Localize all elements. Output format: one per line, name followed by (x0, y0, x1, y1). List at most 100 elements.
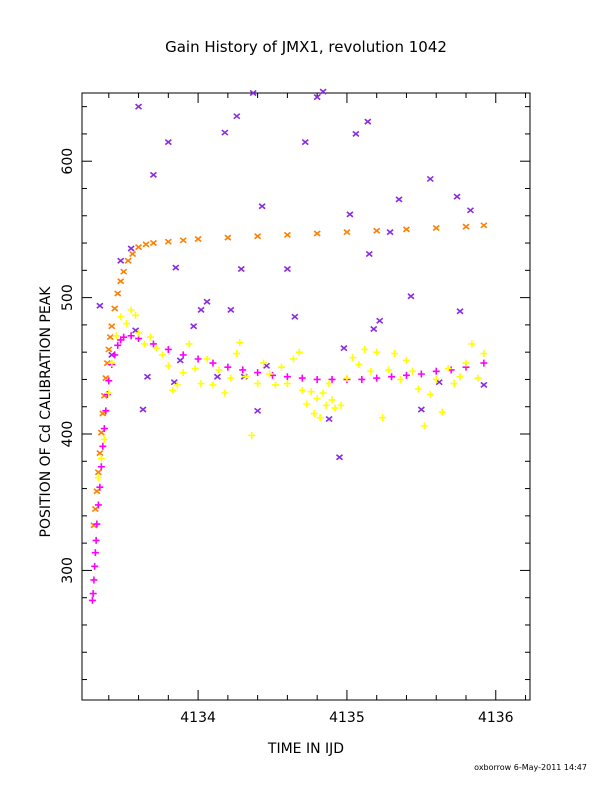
data-point (146, 333, 154, 341)
y-tick-label: 300 (60, 557, 76, 584)
data-point (328, 375, 336, 383)
data-point (227, 306, 235, 313)
data-point (249, 89, 257, 97)
data-point (100, 435, 108, 443)
data-point (365, 250, 373, 258)
data-point (307, 388, 315, 396)
data-point (346, 211, 354, 218)
data-point (322, 401, 330, 409)
data-point (462, 223, 470, 230)
data-point (169, 386, 177, 394)
data-point (93, 520, 101, 528)
data-point (385, 366, 393, 374)
data-point (197, 380, 205, 388)
data-point (263, 362, 271, 369)
data-point (224, 363, 232, 371)
data-point (143, 373, 152, 380)
data-point (474, 374, 482, 382)
series-2 (88, 332, 488, 604)
data-point (283, 265, 291, 273)
data-point (379, 414, 387, 422)
data-point (91, 562, 99, 570)
data-point (102, 407, 110, 415)
data-point (303, 400, 311, 408)
data-point (141, 340, 149, 348)
data-point (319, 88, 327, 95)
data-point (224, 234, 232, 241)
data-point (370, 325, 378, 333)
data-point (197, 306, 205, 313)
data-point (176, 357, 184, 364)
data-point (106, 334, 114, 341)
x-axis-label: TIME IN IJD (267, 741, 344, 757)
data-point (164, 362, 172, 370)
plot-frame (81, 92, 531, 701)
data-point (402, 371, 410, 379)
data-point (316, 414, 324, 422)
data-point (103, 390, 111, 398)
data-point (237, 265, 245, 273)
data-point (91, 505, 99, 513)
data-point (179, 351, 187, 359)
data-point (450, 380, 458, 388)
data-point (373, 348, 381, 356)
data-point (135, 244, 143, 251)
data-point (164, 138, 172, 146)
data-point (291, 313, 299, 320)
data-point (221, 129, 229, 136)
data-point (254, 233, 262, 240)
data-point (127, 245, 135, 252)
data-point (364, 118, 372, 125)
x-tick-label: 4135 (329, 710, 365, 726)
data-point (124, 257, 132, 264)
data-point (97, 463, 105, 471)
data-point (105, 389, 113, 397)
data-point (105, 346, 113, 353)
data-point (277, 363, 285, 371)
data-point (343, 229, 351, 236)
data-point (397, 375, 405, 383)
data-point (97, 429, 105, 436)
data-point (468, 340, 476, 348)
series-3 (94, 306, 488, 482)
data-point (236, 339, 244, 347)
data-point (376, 317, 384, 324)
data-point (462, 359, 470, 367)
data-point (108, 359, 116, 367)
data-point (331, 404, 339, 412)
data-point (402, 356, 410, 364)
data-point (480, 222, 488, 229)
data-point (114, 290, 122, 297)
x-tick-label: 4136 (478, 710, 514, 726)
y-tick-label: 500 (60, 284, 76, 311)
data-point (254, 369, 262, 377)
data-point (388, 373, 396, 381)
data-point (135, 329, 143, 337)
data-point (173, 381, 181, 389)
data-point (132, 327, 140, 334)
data-point (283, 231, 291, 238)
data-point (93, 488, 101, 495)
data-point (271, 381, 279, 389)
data-point (355, 360, 363, 368)
data-point (325, 415, 333, 423)
data-point (402, 226, 410, 233)
data-point (391, 350, 399, 358)
ticks: 4134 4135 4136 300 400 500 600 (60, 93, 530, 726)
data-point (96, 483, 104, 491)
data-point (89, 590, 97, 598)
data-point (337, 401, 345, 409)
data-point (426, 390, 434, 398)
data-point (149, 239, 157, 247)
data-point (335, 454, 344, 461)
data-point (407, 293, 415, 300)
data-point (432, 367, 440, 375)
data-point (99, 410, 107, 417)
data-point (298, 374, 306, 382)
data-point (203, 355, 211, 363)
data-point (386, 229, 394, 236)
data-point (179, 237, 187, 244)
data-point (102, 374, 110, 382)
data-point (194, 355, 202, 363)
data-point (149, 171, 157, 178)
